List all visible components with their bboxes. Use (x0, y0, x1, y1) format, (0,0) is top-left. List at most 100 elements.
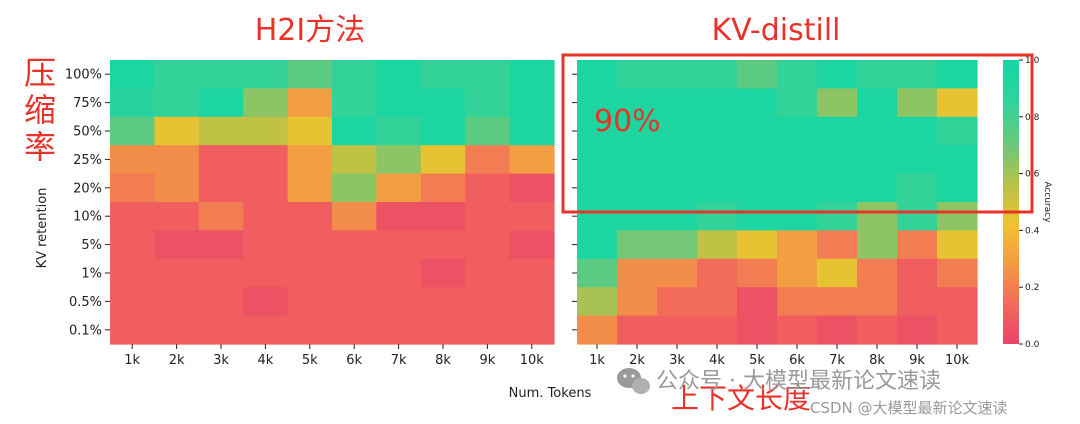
heatmap-cell (332, 173, 377, 203)
wechat-icon (617, 368, 650, 394)
heatmap-cell (857, 258, 898, 288)
heatmap-cell (243, 315, 289, 345)
watermark-line2: CSDN @大模型最新论文速读 (810, 399, 1008, 417)
heatmap-cell (332, 230, 377, 260)
heatmap-cell (376, 315, 422, 345)
heatmap-cell (897, 60, 938, 89)
heatmap-cell (937, 258, 978, 288)
heatmap-cell (937, 202, 978, 231)
heatmap-cell (154, 173, 200, 203)
heatmap-cell (509, 173, 555, 203)
heatmap-cell (465, 202, 511, 231)
heatmap-cell (857, 60, 898, 89)
heatmap-cell (577, 88, 618, 118)
heatmap-cell (287, 173, 333, 203)
heatmap-cell (420, 230, 466, 260)
heatmap-cell (287, 116, 333, 146)
colorbar-tick-label: 0.2 (1025, 283, 1039, 293)
highlight-box (561, 53, 1034, 214)
heatmap-cell (857, 315, 898, 345)
heatmap-cell (376, 258, 422, 288)
heatmap-cell (198, 60, 244, 89)
heatmap-cell (332, 315, 377, 345)
x-tick-label: 9k (479, 353, 495, 368)
heatmap-cell (617, 202, 658, 231)
heatmap-cell (817, 173, 858, 203)
heatmap-cell (777, 230, 818, 260)
heatmap-cell (198, 230, 244, 260)
highlight-percent: 90% (594, 104, 661, 139)
x-tick-label: 1k (589, 353, 605, 368)
heatmap-cell (777, 173, 818, 203)
heatmap-cell (465, 60, 511, 89)
heatmap-cell (617, 116, 658, 146)
heatmap-cell (243, 88, 289, 118)
heatmap-cell (332, 145, 377, 175)
heatmap-cell (617, 173, 658, 203)
heatmap-cell (737, 145, 778, 175)
heatmap-cell (737, 230, 778, 260)
x-tick-label: 4k (257, 353, 273, 368)
y-tick-label: 1% (81, 267, 102, 282)
heatmap-cell (937, 230, 978, 260)
heatmap-cell (857, 173, 898, 203)
heatmap-cell (110, 116, 155, 146)
heatmap-cell (509, 60, 555, 89)
heatmap-cell (577, 60, 618, 89)
heatmap-cell (110, 287, 155, 317)
heatmap-cell (777, 202, 818, 231)
heatmap-cell (777, 315, 818, 345)
heatmap-cell (198, 116, 244, 146)
y-tick-label: 0.5% (69, 295, 102, 310)
heatmap-cell (154, 230, 200, 260)
heatmap-cell (465, 116, 511, 146)
y-axis-label: KV retention (35, 188, 50, 269)
heatmap-cell (617, 258, 658, 288)
heatmap-cell (332, 287, 377, 317)
y-tick-label: 5% (81, 238, 102, 253)
heatmap-cell (420, 145, 466, 175)
heatmap-cell (777, 88, 818, 118)
heatmap-cell (287, 145, 333, 175)
heatmap-cell (657, 116, 698, 146)
heatmap-cell (857, 230, 898, 260)
heatmap-cell (657, 287, 698, 317)
heatmap-cell (817, 287, 858, 317)
heatmap-cell (509, 287, 555, 317)
heatmap-cell (817, 315, 858, 345)
heatmap-cell (737, 287, 778, 317)
heatmap-cell (465, 230, 511, 260)
heatmap-cell (420, 60, 466, 89)
heatmap-cell (243, 60, 289, 89)
heatmap-cell (937, 173, 978, 203)
heatmap-cell (243, 116, 289, 146)
x-tick-label: 6k (346, 353, 362, 368)
heatmap-cell (420, 116, 466, 146)
y-tick-label: 100% (65, 68, 102, 83)
heatmap-cell (697, 258, 738, 288)
heatmap-cell (857, 202, 898, 231)
heatmap-cell (617, 88, 658, 118)
heatmap-cell (465, 173, 511, 203)
heatmap-cell (509, 116, 555, 146)
heatmap-cell (332, 202, 377, 231)
x-tick-label: 7k (829, 353, 845, 368)
heatmap-cell (509, 315, 555, 345)
heatmap-cell (110, 173, 155, 203)
heatmap-cell (577, 287, 618, 317)
heatmap-cell (376, 60, 422, 89)
heatmap-cell (577, 258, 618, 288)
heatmap-cell (243, 258, 289, 288)
heatmap-cell (777, 60, 818, 89)
x-caption-cn: 上下文长度 (671, 382, 811, 415)
heatmap-cell (657, 173, 698, 203)
heatmap-cell (110, 258, 155, 288)
x-tick-label: 10k (520, 353, 545, 368)
heatmap-cell (777, 116, 818, 146)
heatmap-cell (737, 173, 778, 203)
heatmap-cell (617, 315, 658, 345)
heatmap-cell (154, 145, 200, 175)
side-char-1: 压 (24, 54, 56, 92)
y-tick-label: 0.1% (69, 323, 102, 338)
heatmap-cell (110, 230, 155, 260)
